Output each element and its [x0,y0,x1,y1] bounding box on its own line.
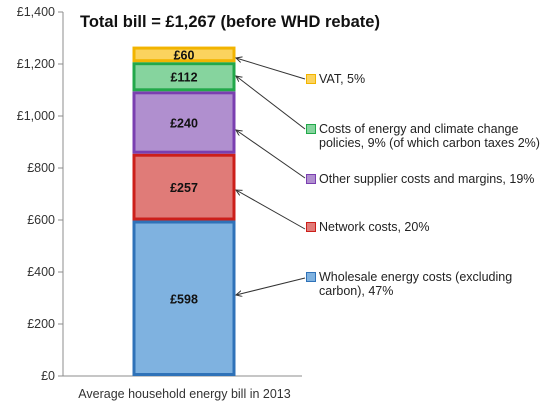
legend-label: Costs of energy and climate change polic… [319,122,540,150]
legend-arrow [236,190,306,230]
y-tick-label: £1,200 [17,57,55,71]
y-tick-label: £0 [41,369,55,383]
data-label: £240 [170,117,198,131]
x-tick-label: Average household energy bill in 2013 [78,387,290,401]
bar-segment [132,46,236,63]
legend-item: Costs of energy and climate change polic… [306,122,542,150]
bar-segment [132,91,236,154]
legend-label: Other supplier costs and margins, 19% [319,172,535,186]
data-label: £60 [174,48,195,62]
legend-swatch [306,74,316,84]
bar-segment [132,220,236,376]
legend-arrows [236,58,306,295]
bar-stack: £598 £257 £240 £112 £60 [132,46,236,376]
legend-arrow [236,277,306,295]
legend-label: Wholesale energy costs (excluding carbon… [319,270,513,298]
legend-swatch [306,124,316,134]
legend-label: Network costs, 20% [319,220,430,234]
data-label: £112 [170,71,197,85]
legend-swatch [306,222,316,232]
legend-arrow [236,130,306,179]
bar-segment [132,153,236,221]
y-tick-label: £1,000 [17,109,55,123]
y-tick-label: £800 [27,161,55,175]
legend-arrow [236,76,306,130]
chart-title: Total bill = £1,267 (before WHD rebate) [80,13,380,31]
axes: £0 £200 £400 £600 £800 £1,000 £1,200 £1,400 Aver… [17,5,302,401]
y-tick-label: £1,400 [17,5,55,19]
legend-arrow [236,58,306,80]
legend-label: VAT, 5% [319,72,366,86]
legend-item: Wholesale energy costs (excluding carbon… [306,270,542,298]
bar-segment [132,62,236,92]
legend-item: Network costs, 20% [306,220,542,234]
y-tick-label: £200 [27,317,55,331]
legend-swatch [306,174,316,184]
data-label: £257 [170,181,198,195]
legend-item: VAT, 5% [306,72,542,86]
y-tick-label: £600 [27,213,55,227]
data-label: £598 [170,292,198,306]
legend-item: Other supplier costs and margins, 19% [306,172,542,186]
legend-swatch [306,272,316,282]
y-tick-label: £400 [27,265,55,279]
